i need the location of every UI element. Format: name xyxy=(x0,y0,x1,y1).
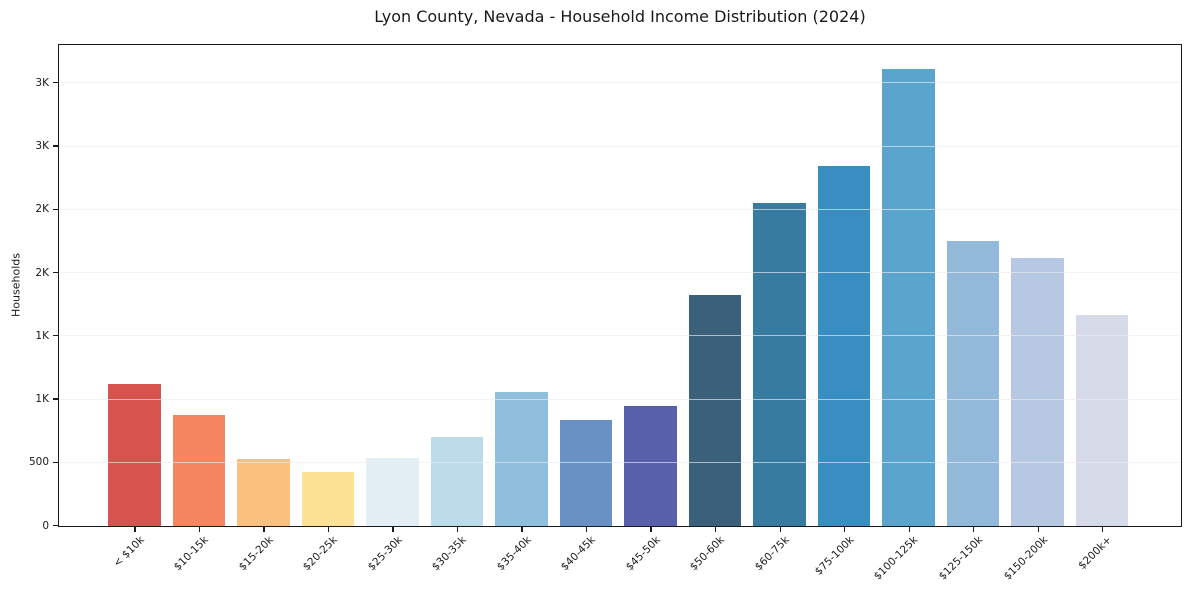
x-tick-mark xyxy=(585,527,588,532)
x-tick-mark xyxy=(327,527,330,532)
x-tick-label: $25-30k xyxy=(365,534,405,574)
bar-$45-50k xyxy=(624,405,677,526)
y-tick-label: 500 xyxy=(28,456,49,469)
bar-$150-200k xyxy=(1011,257,1064,526)
x-tick-mark xyxy=(650,527,652,532)
y-tick-label: 1K xyxy=(35,393,49,406)
plot-area xyxy=(58,44,1182,527)
x-tick-label: $45-50k xyxy=(623,534,663,574)
gridline xyxy=(59,461,1181,463)
x-tick-label: $20-25k xyxy=(300,534,341,574)
x-tick-mark xyxy=(263,527,265,532)
x-tick-mark xyxy=(779,527,781,532)
y-tick-mark xyxy=(53,524,58,527)
x-tick-label: $50-60k xyxy=(687,534,728,574)
x-tick-mark xyxy=(134,527,136,532)
y-tick-label: 2K xyxy=(35,266,49,279)
chart-title: Lyon County, Nevada - Household Income D… xyxy=(374,7,866,26)
x-tick-mark xyxy=(1037,527,1039,532)
x-tick-label: $200k+ xyxy=(1076,534,1115,572)
x-tick-mark xyxy=(456,527,459,532)
bar-$25-30k xyxy=(366,457,419,526)
gridline xyxy=(59,82,1181,84)
x-tick-label: $35-40k xyxy=(494,534,534,574)
bar-< $10k xyxy=(108,384,161,526)
bar-$75-100k xyxy=(817,166,871,526)
gridline xyxy=(59,335,1181,337)
bar-$60-75k xyxy=(753,202,806,526)
x-tick-mark xyxy=(392,527,394,532)
y-tick-label: 1K xyxy=(35,329,49,342)
x-tick-mark xyxy=(908,527,910,532)
y-tick-mark xyxy=(53,461,58,463)
x-tick-mark xyxy=(198,527,201,532)
x-tick-label: $150-200k xyxy=(1001,534,1050,583)
bar-$10-15k xyxy=(172,415,226,526)
x-tick-mark xyxy=(714,527,717,532)
bar-$125-150k xyxy=(946,240,1000,526)
bar-$30-35k xyxy=(430,437,484,526)
y-tick-mark xyxy=(53,145,58,147)
x-tick-label: $30-35k xyxy=(429,534,470,574)
bar-$20-25k xyxy=(301,471,355,526)
bar-$40-45k xyxy=(559,420,613,526)
x-tick-label: $100-125k xyxy=(872,534,921,583)
bar-$35-40k xyxy=(495,391,548,526)
x-tick-label: $40-45k xyxy=(558,534,599,574)
y-axis-label: Households xyxy=(9,253,23,317)
gridline xyxy=(59,145,1181,147)
x-tick-mark xyxy=(521,527,523,532)
bars-layer xyxy=(59,45,1181,526)
bar-$50-60k xyxy=(688,294,742,526)
gridline xyxy=(59,272,1181,274)
grid-layer xyxy=(59,45,1181,526)
y-tick-label: 3K xyxy=(35,76,49,89)
y-tick-mark xyxy=(53,82,58,84)
gridline xyxy=(59,208,1181,210)
x-tick-mark xyxy=(973,527,975,532)
gridline xyxy=(59,398,1181,400)
y-tick-label: 3K xyxy=(35,140,49,153)
x-tick-mark xyxy=(1102,527,1104,532)
x-tick-label: < $10k xyxy=(110,534,147,570)
x-tick-label: $60-75k xyxy=(752,534,792,574)
x-tick-label: $10-15k xyxy=(171,534,212,574)
y-tick-mark xyxy=(53,208,58,210)
x-tick-mark xyxy=(844,527,846,532)
y-tick-mark xyxy=(53,398,58,400)
x-tick-label: $125-150k xyxy=(936,534,986,583)
x-tick-label: $15-20k xyxy=(236,534,276,574)
y-tick-mark xyxy=(53,271,58,274)
y-tick-label: 0 xyxy=(42,519,49,532)
bar-$100-125k xyxy=(882,69,935,526)
y-tick-mark xyxy=(53,335,58,337)
bar-$200k+ xyxy=(1075,314,1129,526)
y-tick-label: 2K xyxy=(35,203,49,216)
bar-$15-20k xyxy=(237,458,290,526)
x-tick-label: $75-100k xyxy=(812,534,857,578)
